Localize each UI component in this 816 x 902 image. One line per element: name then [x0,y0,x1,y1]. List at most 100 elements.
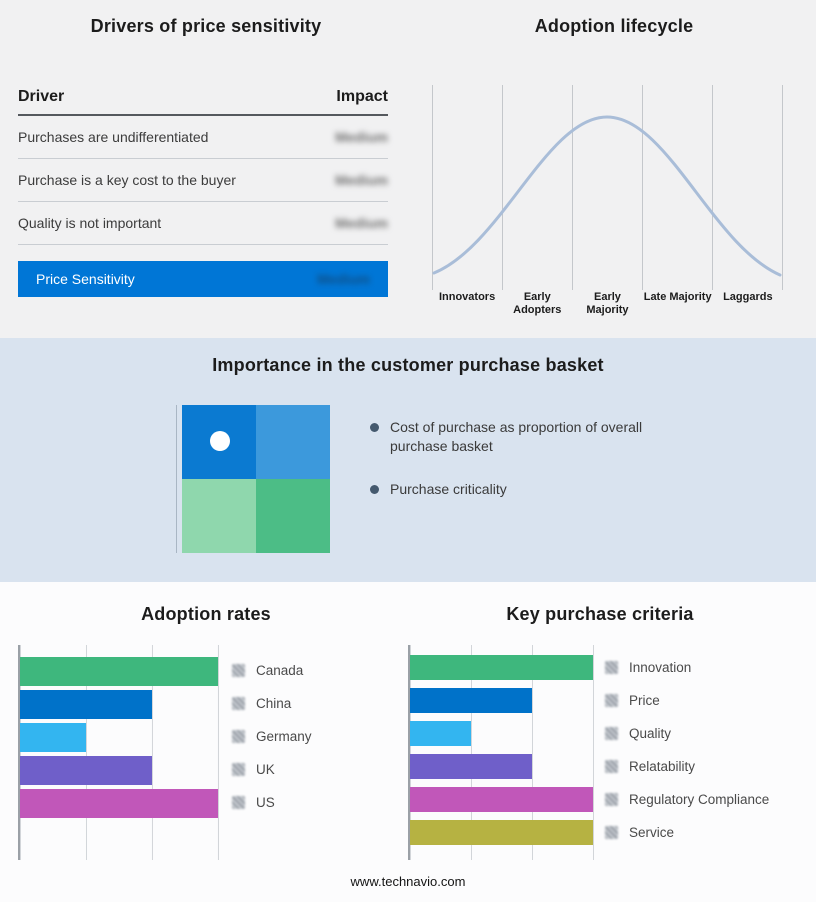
legend-marker-redacted [605,727,618,740]
legend-marker-redacted [232,730,245,743]
legend-marker-redacted [605,826,618,839]
legend-marker-redacted [232,664,245,677]
legend-label: Regulatory Compliance [629,792,770,807]
legend-item: China [232,687,312,720]
legend-label: Innovation [629,660,692,675]
bar-row [410,820,593,845]
legend-marker-redacted [232,697,245,710]
purchase-basket-title: Importance in the customer purchase bask… [212,355,604,375]
stage-label-early-majority: Early Majority [586,291,629,317]
quadrant-cell-bottom-left [182,479,256,553]
bar-row [20,789,218,818]
legend-marker-redacted [605,661,618,674]
legend-label: China [256,696,292,711]
bar-relatability [410,754,532,779]
legend-marker-redacted [605,760,618,773]
quadrant-cell-top-right [256,405,330,479]
bar-innovation [410,655,593,680]
purchase-basket-band: Importance in the customer purchase bask… [0,338,816,582]
bullet-icon [370,423,379,432]
legend-item: Innovation [605,651,769,684]
column-header-driver: Driver [18,88,65,105]
position-marker-dot [210,431,230,451]
stage-label-laggards: Laggards [723,291,773,303]
bullet-text: Purchase criticality [390,480,507,497]
stage-label-early-adopters: Early Adopters [513,291,562,317]
bar-canada [20,657,218,686]
legend-label: Relatability [629,759,696,774]
stage-label-innovators: Innovators [438,291,496,303]
bar-row [410,787,593,812]
bar-uk [20,756,152,785]
price-sensitivity-title: Drivers of price sensitivity [90,16,322,36]
impact-cell-redacted: Medium [335,215,388,231]
quadrant-cell-bottom-right [256,479,330,553]
impact-cell-redacted: Medium [335,172,388,188]
table-row: Purchases are undifferentiated Medium [18,116,388,159]
price-sensitivity-summary-row: Price Sensitivity Medium [18,261,388,297]
legend-label: Canada [256,663,304,678]
bar-price [410,688,532,713]
legend: Innovation Price Quality Relatability Regula… [605,651,769,849]
driver-cell: Quality is not important [18,215,162,231]
bullet-item: Purchase criticality [370,480,655,499]
legend-label: Service [629,825,675,840]
bell-curve [432,115,782,277]
legend-label: US [256,795,275,810]
legend-label: UK [256,762,275,777]
adoption-rates-title: Adoption rates [141,604,271,624]
bar-row [410,688,593,713]
legend-label: Price [629,693,660,708]
stage-label-late-majority: Late Majority [643,291,712,303]
quadrant-axis-line [176,405,177,553]
legend-item: UK [232,753,312,786]
bar-germany [20,723,86,752]
bar-row [410,754,593,779]
bar-row [20,723,218,752]
column-header-impact: Impact [336,88,388,105]
summary-label: Price Sensitivity [36,271,135,287]
legend-item: US [232,786,312,819]
top-band: Drivers of price sensitivity Driver Impa… [0,0,816,338]
table-header: Driver Impact [18,88,388,116]
legend-item: Relatability [605,750,769,783]
bar-service [410,820,593,845]
lifecycle-stage-labels: Innovators Early Adopters Early Majority… [432,291,783,317]
bar-us [20,789,218,818]
adoption-lifecycle-chart [432,85,783,290]
legend-item: Price [605,684,769,717]
bar-row [20,756,218,785]
bullet-icon [370,484,379,494]
driver-cell: Purchase is a key cost to the buyer [18,172,236,188]
plot [408,645,594,860]
bullet-text: Cost of purchase as proportion of overal… [390,419,643,455]
bar-regulatory-compliance [410,787,593,812]
legend-marker-redacted [605,694,618,707]
driver-cell: Purchases are undifferentiated [18,129,209,145]
bullet-item: Cost of purchase as proportion of overal… [370,418,655,457]
legend-label: Germany [256,729,312,744]
legend-marker-redacted [232,796,245,809]
legend-item: Canada [232,654,312,687]
purchase-basket-bullets: Cost of purchase as proportion of overal… [370,418,655,522]
legend-marker-redacted [605,793,618,806]
bar-row [410,655,593,680]
adoption-lifecycle-title: Adoption lifecycle [534,16,694,36]
bar-quality [410,721,471,746]
legend-item: Regulatory Compliance [605,783,769,816]
table-row: Purchase is a key cost to the buyer Medi… [18,159,388,202]
bar-row [20,657,218,686]
legend: Canada China Germany UK US [232,654,312,819]
bar-china [20,690,152,719]
legend-item: Germany [232,720,312,753]
key-purchase-criteria-title: Key purchase criteria [506,604,694,624]
legend-label: Quality [629,726,672,741]
footer-url: www.technavio.com [350,874,466,889]
purchase-basket-quadrant [182,405,330,553]
summary-impact-redacted: Medium [317,271,370,287]
legend-item: Quality [605,717,769,750]
quadrant-cell-top-left [182,405,256,479]
table-row: Quality is not important Medium [18,202,388,245]
plot [18,645,219,860]
